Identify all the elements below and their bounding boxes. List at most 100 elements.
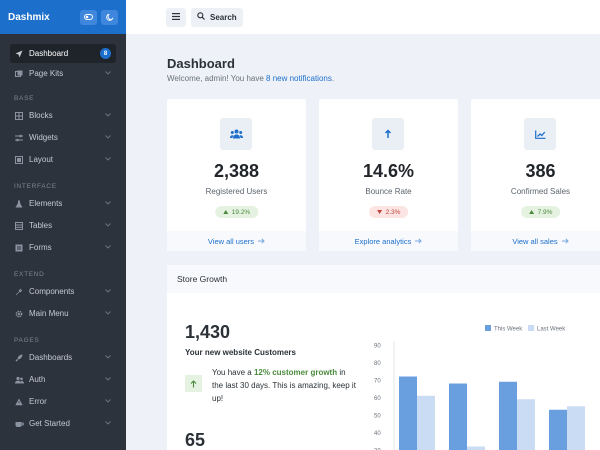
wrench-icon [15, 288, 29, 296]
sidebar-item-error[interactable]: Error [10, 392, 116, 411]
y-tick-label: 40 [374, 431, 381, 437]
stat-label: Bounce Rate [365, 187, 412, 196]
store-growth-panel: Store Growth 1,430 Your new website Cust… [167, 265, 600, 450]
sidebar-item-page-kits[interactable]: Page Kits [10, 64, 116, 83]
growth-text-prefix: You have a [212, 368, 254, 377]
welcome-suffix: . [331, 74, 335, 83]
y-tick-label: 30 [374, 449, 381, 450]
sidebar-item-forms[interactable]: Forms [10, 238, 116, 257]
sidebar-item-dashboards[interactable]: Dashboards [10, 348, 116, 367]
sidebar-item-get-started[interactable]: Get Started [10, 414, 116, 433]
arrow-right-icon [561, 237, 569, 246]
y-tick-label: 60 [374, 396, 381, 402]
search-button[interactable]: Search [191, 7, 243, 27]
sidebar-item-label: Tables [29, 221, 53, 230]
chevron-down-icon[interactable] [105, 222, 111, 229]
footer-link-label: View all sales [512, 236, 558, 246]
users-icon [15, 376, 29, 384]
bar-this-week-4 [549, 409, 567, 450]
chart-line-icon [524, 118, 556, 150]
arrow-up-icon [185, 375, 202, 392]
chevron-down-icon[interactable] [105, 288, 111, 295]
trend-value: 19.2% [231, 208, 251, 216]
y-tick-label: 90 [374, 344, 381, 350]
card-footer-link[interactable]: View all users [167, 231, 306, 251]
sidebar-item-label: Error [29, 397, 47, 406]
card-footer-link[interactable]: View all sales [471, 231, 600, 251]
chevron-down-icon[interactable] [105, 200, 111, 207]
stat-label: Registered Users [205, 187, 268, 196]
stat-card: 14.6% Bounce Rate 2.3% Explore analytics [319, 99, 458, 251]
sidebar-item-layout[interactable]: Layout [10, 150, 116, 169]
stat-value: 386 [525, 161, 556, 181]
stat-card: 2,388 Registered Users 19.2% View all users [167, 99, 306, 251]
layers-icon [15, 70, 29, 78]
sidebar-item-blocks[interactable]: Blocks [10, 106, 116, 125]
chevron-down-icon[interactable] [105, 376, 111, 383]
chevron-down-icon[interactable] [105, 310, 111, 317]
y-tick-label: 70 [374, 379, 381, 385]
chevron-down-icon[interactable] [105, 354, 111, 361]
compass-icon [15, 50, 29, 58]
sidebar-item-tables[interactable]: Tables [10, 216, 116, 235]
sidebar-item-components[interactable]: Components [10, 282, 116, 301]
sidebar-item-elements[interactable]: Elements [10, 194, 116, 213]
top-header: Search [126, 0, 600, 34]
sidebar-item-label: Dashboards [29, 353, 73, 362]
caret-down-icon [376, 209, 382, 216]
search-icon [197, 12, 205, 22]
search-label: Search [210, 12, 237, 22]
sidebar-item-main-menu[interactable]: Main Menu [10, 304, 116, 323]
chevron-down-icon[interactable] [105, 112, 111, 119]
sidebar-item-widgets[interactable]: Widgets [10, 128, 116, 147]
stat-value: 2,388 [213, 161, 260, 181]
arrow-up-icon [372, 118, 404, 150]
trend-value: 7.9% [537, 208, 553, 216]
hamburger-icon [172, 12, 180, 22]
legend-swatch [528, 325, 534, 331]
y-tick-label: 50 [374, 414, 381, 420]
toggle-icon[interactable] [80, 9, 97, 25]
form-icon [15, 244, 29, 252]
sidebar-item-label: Elements [29, 199, 63, 208]
notification-badge: 8 [100, 48, 111, 59]
notifications-link[interactable]: 8 new notifications [266, 74, 332, 83]
chevron-down-icon[interactable] [105, 156, 111, 163]
caret-up-icon [222, 209, 228, 216]
users-icon [220, 118, 252, 150]
brand-name[interactable]: Dashmix [8, 11, 50, 23]
square-icon [15, 155, 29, 164]
sidebar-section-heading: BASE [14, 95, 35, 102]
bar-last-week-3 [517, 399, 535, 450]
legend-swatch [485, 325, 491, 331]
sidebar-item-label: Page Kits [29, 69, 64, 78]
chevron-down-icon[interactable] [105, 134, 111, 141]
caret-up-icon [528, 209, 534, 216]
moon-icon[interactable] [101, 9, 118, 25]
coffee-icon [15, 420, 29, 428]
sidebar-item-label: Dashboard [29, 49, 69, 58]
bar-last-week-1 [417, 395, 435, 450]
chevron-down-icon[interactable] [105, 420, 111, 427]
brand-bar: Dashmix [0, 0, 126, 34]
trend-value: 2.3% [385, 208, 401, 216]
sliders-icon [15, 134, 29, 142]
sidebar-section-heading: INTERFACE [14, 183, 57, 190]
card-footer-link[interactable]: Explore analytics [319, 231, 458, 251]
chevron-down-icon[interactable] [105, 398, 111, 405]
chevron-down-icon[interactable] [105, 70, 111, 77]
sidebar-item-dashboard[interactable]: Dashboard 8 [10, 44, 116, 63]
sidebar-item-auth[interactable]: Auth [10, 370, 116, 389]
footer-link-label: View all users [207, 236, 255, 246]
stat-label: Confirmed Sales [510, 187, 571, 196]
sidebar-item-label: Widgets [29, 133, 58, 142]
menu-toggle-button[interactable] [166, 7, 186, 27]
bar-this-week-3 [499, 381, 517, 450]
sidebar-item-label: Auth [29, 375, 46, 384]
growth-text: You have a 12% customer growth in the la… [212, 366, 357, 405]
chevron-down-icon[interactable] [105, 244, 111, 251]
rocket-icon [15, 354, 29, 362]
sidebar-nav: Dashboard 8 Page Kits BASE Blocks Widgets Layo… [0, 34, 126, 436]
welcome-prefix: Welcome, admin! You have [167, 74, 267, 83]
grid-icon [15, 111, 29, 120]
